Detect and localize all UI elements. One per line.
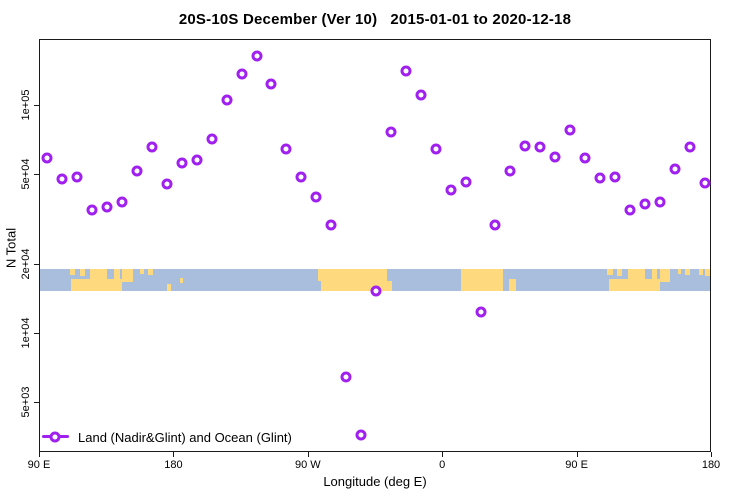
data-point bbox=[161, 178, 173, 190]
data-point bbox=[519, 140, 531, 152]
data-point bbox=[265, 78, 277, 90]
data-point bbox=[549, 151, 561, 163]
y-tick-mark bbox=[34, 333, 39, 334]
legend-label: Land (Nadir&Glint) and Ocean (Glint) bbox=[78, 430, 292, 445]
data-point bbox=[340, 371, 352, 383]
x-axis-title: Longitude (deg E) bbox=[323, 474, 427, 489]
data-point bbox=[460, 176, 472, 188]
data-point bbox=[430, 143, 442, 155]
y-tick-mark bbox=[34, 401, 39, 403]
plot-area: Land (Nadir&Glint) and Ocean (Glint) bbox=[39, 39, 711, 452]
data-point bbox=[41, 152, 53, 164]
land-patch bbox=[677, 268, 682, 275]
land-patch bbox=[627, 268, 645, 291]
land-patch bbox=[320, 268, 388, 291]
data-point bbox=[325, 219, 337, 231]
y-tick-label: 1e+05 bbox=[20, 89, 32, 121]
y-tick-mark bbox=[34, 173, 39, 175]
land-patch bbox=[147, 268, 153, 276]
data-point bbox=[191, 154, 203, 166]
land-patch bbox=[651, 268, 658, 291]
land-patch bbox=[79, 268, 85, 277]
land-patch bbox=[617, 268, 623, 277]
land-patch bbox=[685, 268, 691, 276]
data-point bbox=[400, 65, 412, 77]
x-tick-label: 0 bbox=[439, 459, 446, 471]
chart-title: 20S-10S December (Ver 10) 2015-01-01 to … bbox=[178, 11, 572, 28]
data-point bbox=[370, 285, 382, 297]
data-point bbox=[624, 204, 636, 216]
land-patch bbox=[659, 268, 671, 282]
land-patch bbox=[140, 268, 144, 275]
data-point bbox=[684, 141, 696, 153]
land-patch bbox=[90, 268, 108, 291]
land-patch bbox=[122, 268, 133, 282]
land-patch bbox=[387, 280, 392, 291]
data-point bbox=[295, 171, 307, 183]
data-point bbox=[101, 201, 113, 213]
data-point bbox=[699, 177, 711, 189]
data-point bbox=[475, 306, 487, 318]
land-patch bbox=[698, 268, 704, 276]
x-tick-mark bbox=[307, 452, 309, 457]
data-point bbox=[594, 172, 606, 184]
land-patch bbox=[69, 268, 76, 276]
data-point bbox=[639, 198, 651, 210]
legend-open-circle-icon bbox=[49, 431, 61, 442]
data-point bbox=[534, 141, 546, 153]
data-point bbox=[206, 133, 218, 145]
y-axis-title: N Total bbox=[3, 227, 19, 269]
x-tick-label: 90 W bbox=[294, 459, 321, 471]
data-point bbox=[609, 171, 621, 183]
data-point bbox=[251, 50, 263, 62]
data-point bbox=[310, 191, 322, 203]
land-patch bbox=[166, 284, 171, 291]
land-patch bbox=[179, 277, 183, 283]
land-patch bbox=[461, 268, 503, 291]
data-point bbox=[56, 173, 68, 185]
y-tick-label: 5e+03 bbox=[20, 386, 32, 418]
x-tick-mark bbox=[173, 452, 175, 457]
data-point bbox=[176, 157, 188, 169]
x-tick-label: 90 E bbox=[565, 459, 588, 471]
data-point bbox=[236, 68, 248, 80]
data-point bbox=[221, 94, 233, 106]
data-point bbox=[579, 152, 591, 164]
land-patch bbox=[705, 268, 710, 277]
land-patch bbox=[508, 278, 516, 291]
data-point bbox=[71, 171, 83, 183]
y-tick-mark bbox=[34, 105, 39, 106]
data-point bbox=[489, 219, 501, 231]
data-point bbox=[146, 141, 158, 153]
y-tick-label: 2e+04 bbox=[20, 248, 32, 280]
map-band bbox=[40, 268, 710, 291]
data-point bbox=[669, 163, 681, 175]
x-tick-mark bbox=[39, 452, 40, 457]
data-point bbox=[86, 204, 98, 216]
x-tick-mark bbox=[576, 452, 578, 457]
data-point bbox=[355, 429, 367, 441]
x-tick-label: 90 E bbox=[27, 459, 51, 471]
land-patch bbox=[607, 268, 613, 276]
data-point bbox=[385, 126, 397, 138]
x-tick-mark bbox=[442, 452, 444, 457]
y-tick-label: 5e+04 bbox=[20, 158, 32, 190]
data-point bbox=[415, 89, 427, 101]
data-point bbox=[280, 143, 292, 155]
data-point bbox=[654, 196, 666, 208]
data-point bbox=[445, 184, 457, 196]
land-patch bbox=[113, 268, 120, 291]
y-tick-mark bbox=[34, 264, 39, 266]
x-tick-mark bbox=[711, 452, 712, 457]
data-point bbox=[564, 124, 576, 136]
data-point bbox=[116, 196, 128, 208]
y-tick-label: 1e+04 bbox=[20, 317, 32, 349]
data-point bbox=[504, 165, 516, 177]
data-point bbox=[131, 165, 143, 177]
x-tick-label: 180 bbox=[701, 459, 721, 471]
x-tick-label: 180 bbox=[164, 459, 183, 471]
